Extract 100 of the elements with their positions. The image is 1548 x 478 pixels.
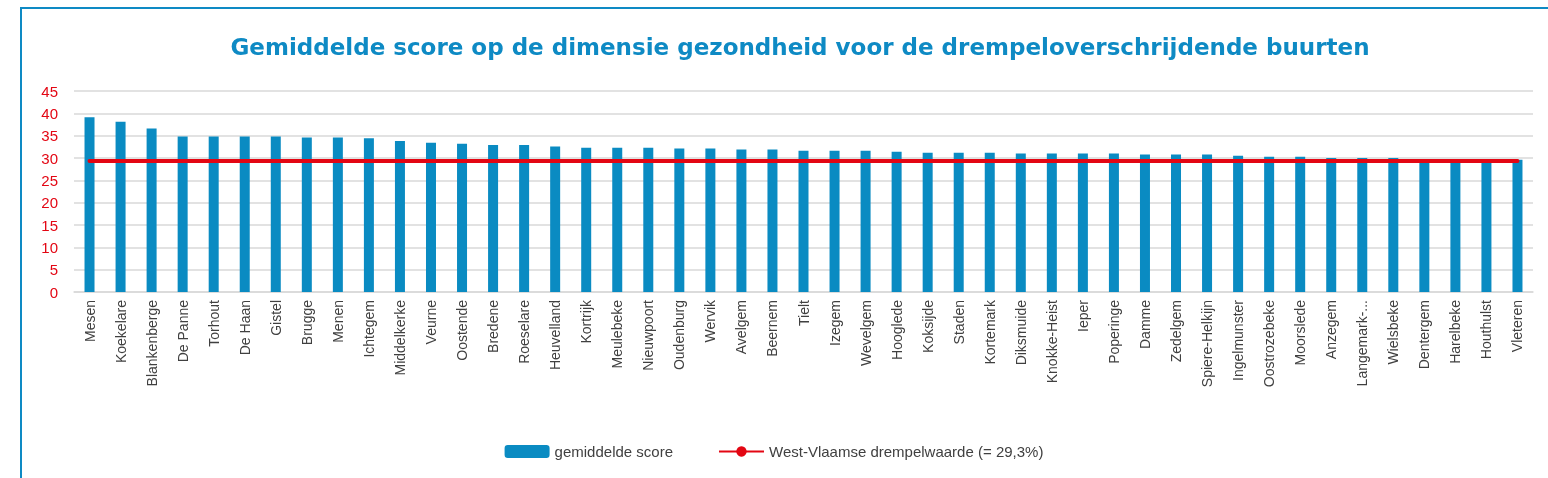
- x-tick-label: Zedelgem: [1168, 300, 1185, 363]
- x-tick-label: Ieper: [1074, 299, 1091, 332]
- bar: [1264, 156, 1275, 292]
- x-tick-label: Poperinge: [1105, 299, 1122, 364]
- x-tick-label: Knokke-Heist: [1043, 299, 1060, 384]
- x-tick-label: Anzegem: [1323, 300, 1340, 360]
- y-tick-label: 10: [41, 238, 58, 256]
- x-tick-label: De Panne: [174, 299, 191, 363]
- bar: [612, 147, 623, 292]
- bar: [736, 149, 747, 292]
- bar: [425, 142, 436, 292]
- bar: [1139, 154, 1150, 292]
- x-tick-label: De Haan: [236, 300, 253, 356]
- bar: [891, 151, 902, 292]
- x-tick-label: Koekelare: [112, 299, 129, 364]
- bar: [363, 138, 374, 292]
- bar: [115, 121, 126, 292]
- x-tick-label: Menen: [329, 300, 346, 343]
- x-tick-label: Moorslede: [1292, 299, 1309, 366]
- x-tick-label: Harelbeke: [1447, 299, 1464, 364]
- x-tick-label: Vleteren: [1509, 300, 1526, 353]
- x-tick-label: Wervik: [702, 299, 719, 343]
- bar: [1295, 156, 1306, 292]
- bar: [301, 137, 312, 292]
- x-tick-label: Staden: [950, 300, 967, 345]
- bar: [643, 147, 654, 292]
- x-tick-label: Meulebeke: [609, 299, 626, 369]
- bar: [767, 149, 778, 292]
- x-tick-label: Oudenburg: [671, 300, 688, 371]
- x-tick-label: Brugge: [298, 299, 315, 346]
- chart-title: Gemiddelde score op de dimensie gezondheid voor de drempeloverschrijdende buurten: [230, 33, 1370, 60]
- bar: [332, 137, 343, 292]
- bar: [177, 136, 188, 292]
- bar: [860, 150, 871, 292]
- x-tick-label: Oostende: [454, 299, 471, 361]
- x-tick-label: Torhout: [205, 299, 222, 347]
- x-tick-label: Langemark-...: [1354, 300, 1371, 387]
- bar: [208, 136, 219, 292]
- x-tick-label: Izegem: [826, 300, 843, 346]
- x-tick-label: Beernem: [764, 300, 781, 357]
- bar: [922, 152, 933, 292]
- x-tick-label: Wielsbeke: [1385, 299, 1402, 365]
- bar: [146, 128, 157, 292]
- bar: [1171, 154, 1182, 292]
- x-tick-label: Oostrozebeke: [1261, 299, 1278, 388]
- x-tick-label: Dentergem: [1416, 300, 1433, 370]
- x-tick-label: Diksmuide: [1012, 299, 1029, 366]
- bar: [705, 148, 716, 292]
- x-tick-label: Spiere-Helkijn: [1199, 300, 1216, 388]
- y-tick-label: 30: [41, 149, 58, 167]
- legend-label: gemiddelde score: [554, 443, 673, 460]
- x-tick-label: Houthulst: [1478, 299, 1495, 360]
- bar: [829, 150, 840, 292]
- y-tick-label: 45: [41, 82, 58, 100]
- bar: [1015, 153, 1026, 292]
- x-tick-label: Damme: [1136, 299, 1153, 350]
- x-tick-label: Veurne: [422, 299, 439, 345]
- bar: [1077, 153, 1088, 292]
- bar: [1108, 153, 1119, 292]
- x-tick-label: Blankenberge: [143, 299, 160, 387]
- x-tick-label: Gistel: [267, 300, 284, 336]
- y-tick-label: 20: [41, 194, 58, 212]
- x-tick-label: Avelgem: [733, 300, 750, 355]
- bar: [457, 143, 468, 292]
- x-tick-label: Tielt: [795, 299, 812, 326]
- x-tick-label: Roeselare: [516, 299, 533, 364]
- bar: [270, 136, 281, 292]
- x-tick-label: Koksijde: [919, 299, 936, 353]
- x-tick-label: Wevelgem: [857, 300, 874, 366]
- x-tick-label: Hooglede: [888, 299, 905, 360]
- x-tick-label: Middelkerke: [391, 299, 408, 376]
- x-tick-label: Ichtegem: [360, 300, 377, 358]
- bar: [239, 136, 250, 292]
- x-tick-label: Bredene: [485, 299, 502, 353]
- bar: [1233, 155, 1244, 292]
- x-tick-label: Ingelmunster: [1230, 299, 1247, 381]
- bar: [1357, 158, 1368, 292]
- bar: [1326, 158, 1337, 292]
- y-tick-label: 25: [41, 171, 58, 189]
- bar: [1388, 158, 1399, 292]
- y-tick-label: 35: [41, 127, 58, 145]
- legend-label: West-Vlaamse drempelwaarde (= 29,3%): [768, 443, 1044, 460]
- bar: [394, 141, 405, 292]
- bar: [550, 146, 561, 292]
- x-tick-label: Kortemark: [981, 299, 998, 365]
- bar: [1512, 159, 1523, 292]
- y-tick-label: 5: [49, 261, 58, 279]
- bar: [84, 117, 95, 292]
- bar: [1046, 153, 1057, 292]
- bar: [519, 145, 530, 292]
- y-tick-label: 0: [49, 283, 58, 301]
- x-tick-label: Mesen: [81, 300, 98, 343]
- bar: [1202, 154, 1213, 292]
- y-tick-label: 15: [41, 216, 58, 234]
- x-tick-label: Heuvelland: [547, 300, 564, 371]
- bar: [581, 147, 592, 292]
- bar: [798, 150, 809, 292]
- y-tick-label: 40: [41, 104, 58, 122]
- bar: [953, 152, 964, 292]
- bar: [984, 152, 995, 292]
